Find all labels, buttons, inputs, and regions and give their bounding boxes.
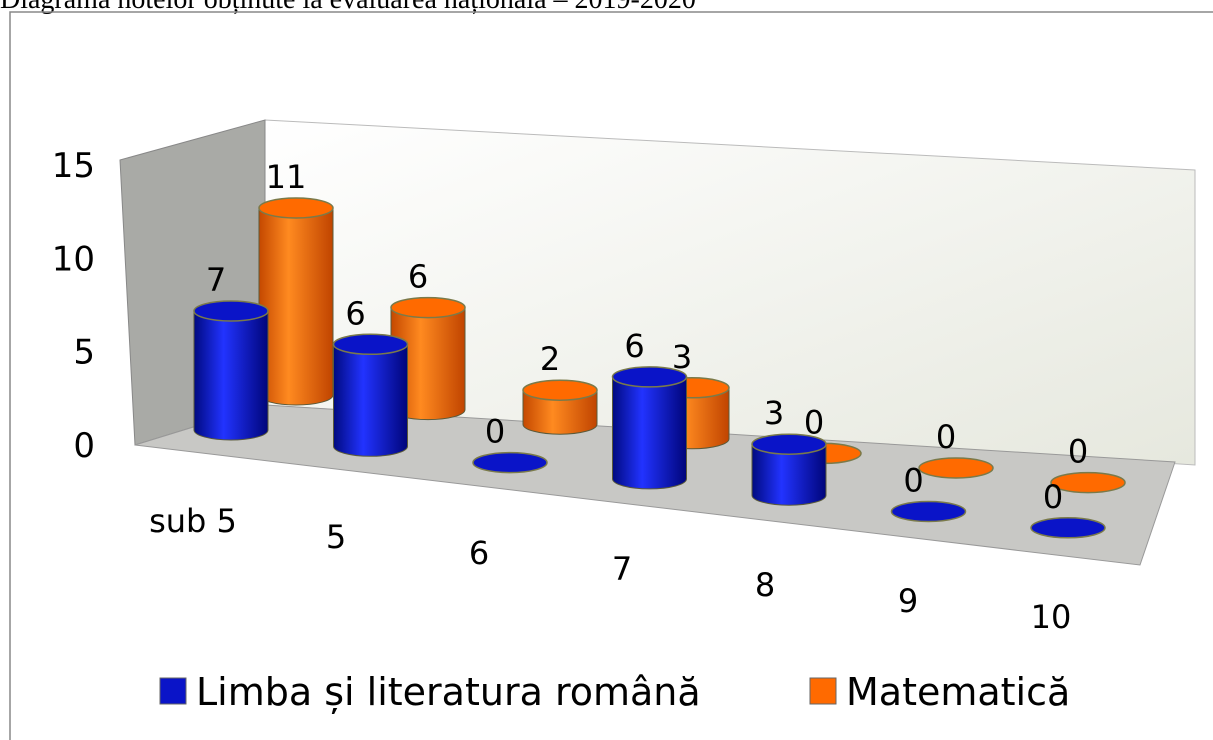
- cylinder: [472, 451, 548, 474]
- x-tick-label: 8: [755, 566, 775, 604]
- cylinder: [918, 457, 994, 479]
- cylinder: [890, 500, 967, 523]
- data-label: 3: [672, 338, 692, 376]
- data-label: 0: [903, 462, 923, 500]
- data-label: 6: [408, 258, 428, 296]
- cylinder-top: [522, 379, 598, 401]
- y-tick-label: 5: [73, 333, 95, 373]
- cylinder-top: [611, 366, 688, 388]
- cylinder-top: [258, 197, 334, 219]
- x-tick-label: 7: [612, 550, 632, 588]
- x-tick-label: 5: [326, 518, 346, 556]
- y-tick-label: 15: [52, 146, 95, 186]
- y-tick-label: 10: [52, 239, 95, 279]
- cylinder: [751, 443, 827, 506]
- cylinder: [333, 343, 408, 457]
- data-label: 7: [206, 261, 226, 299]
- data-label: 11: [266, 158, 307, 196]
- cylinder: [522, 389, 598, 435]
- legend-swatch: [809, 677, 837, 705]
- data-label: 0: [804, 403, 824, 441]
- x-tick-label: sub 5: [149, 502, 237, 540]
- data-label: 0: [1043, 478, 1063, 516]
- data-label: 0: [936, 418, 956, 456]
- cylinder-top: [390, 296, 466, 319]
- cylinder: [1030, 517, 1106, 539]
- frame: [9, 11, 1213, 740]
- legend-label: Matematică: [846, 670, 1070, 714]
- cylinder-top: [193, 300, 269, 322]
- y-tick-label: 0: [73, 426, 95, 466]
- data-label: 3: [764, 394, 784, 432]
- cylinder: [612, 376, 687, 490]
- cylinder: [258, 207, 334, 406]
- legend-label: Limba și literatura română: [196, 670, 701, 714]
- data-label: 6: [345, 294, 365, 332]
- cylinder: [1050, 471, 1126, 494]
- cylinder-top: [751, 433, 827, 455]
- legend-swatch: [159, 677, 187, 705]
- x-tick-label: 9: [898, 582, 918, 620]
- data-label: 0: [1068, 433, 1088, 471]
- x-tick-label: 6: [469, 534, 489, 572]
- cylinder: [193, 310, 269, 441]
- x-tick-label: 10: [1031, 598, 1072, 636]
- data-label: 2: [540, 340, 560, 378]
- data-label: 0: [485, 413, 505, 451]
- cylinder-top: [332, 333, 409, 356]
- data-label: 6: [624, 327, 644, 365]
